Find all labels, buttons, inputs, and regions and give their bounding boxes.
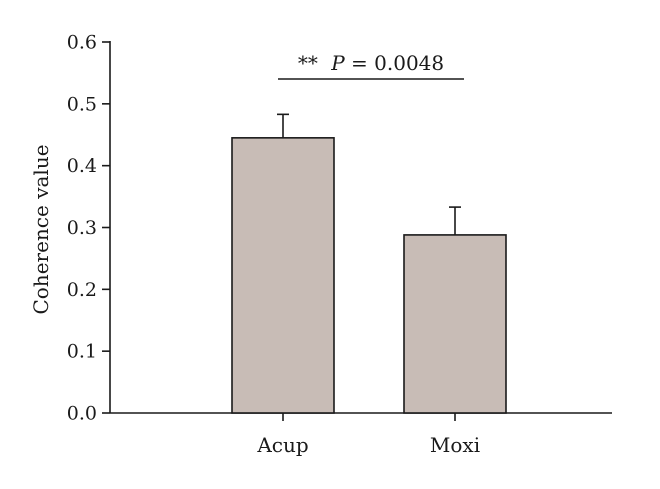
p-value: = 0.0048 (351, 51, 444, 75)
y-tick-label: 0.2 (67, 279, 97, 301)
bars (231, 137, 507, 414)
y-tick-label: 0.1 (67, 341, 97, 363)
y-tick-label: 0.0 (67, 403, 97, 425)
y-axis-title: Coherence value (29, 144, 53, 314)
bar-moxi (403, 234, 507, 414)
significance-label: ** P = 0.0048 (298, 51, 444, 75)
y-tick-label: 0.4 (67, 155, 97, 177)
bar-acup (231, 137, 335, 414)
significance-stars: ** (298, 51, 318, 75)
p-symbol: P (330, 51, 345, 75)
significance-annotation: ** P = 0.0048 (278, 51, 464, 80)
y-tick-label: 0.3 (67, 217, 97, 239)
x-axis: Acup Moxi (110, 412, 612, 457)
x-tick-label: Moxi (430, 433, 480, 457)
y-axis: 0.0 0.1 0.2 0.3 0.4 0.5 0.6 (67, 32, 111, 425)
y-tick-label: 0.5 (67, 93, 97, 115)
y-tick-label: 0.6 (67, 32, 97, 54)
error-bars (277, 113, 461, 235)
x-tick-label: Acup (256, 433, 308, 457)
